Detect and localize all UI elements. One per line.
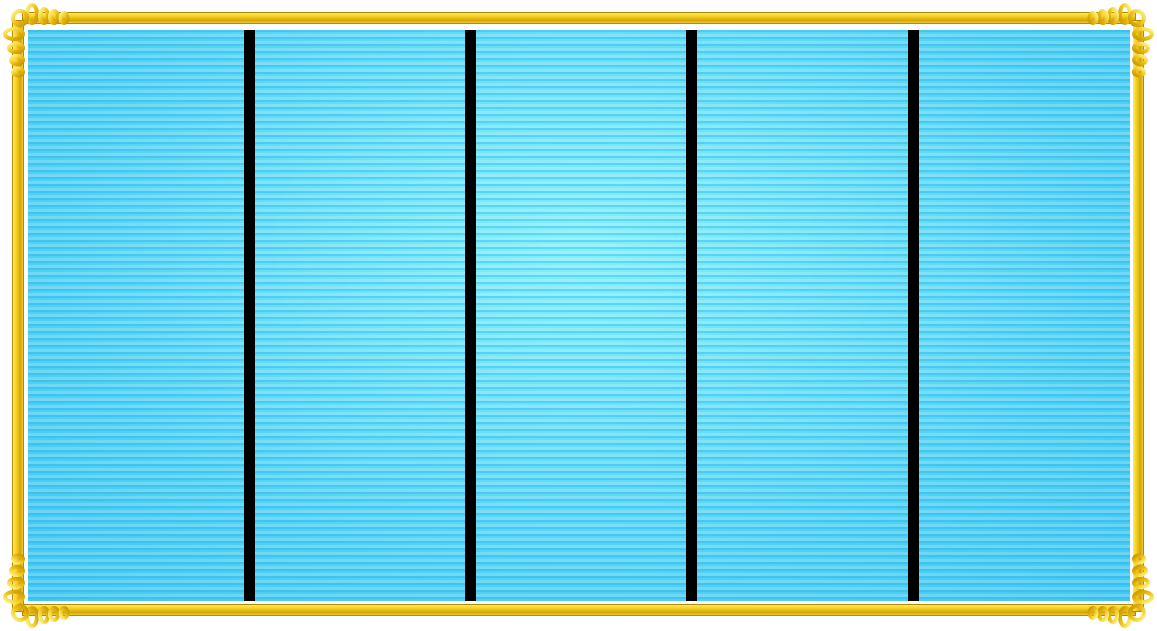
frame-inner-edge-left [25, 26, 28, 604]
corner-ornament-bottom-right [1087, 553, 1154, 628]
frame-top [22, 12, 1136, 24]
corner-ornament-top-right [1087, 3, 1154, 78]
corner-ornament-top-left [3, 3, 70, 78]
lane-divider-2 [465, 30, 476, 601]
frame-right [1132, 20, 1144, 612]
frame-inner-edge-bottom [26, 601, 1132, 604]
lane-divider-1 [244, 30, 255, 601]
frame-left [12, 20, 24, 612]
frame-inner-edge-top [26, 25, 1132, 28]
lane-divider-3 [686, 30, 697, 601]
corner-ornament-bottom-left [3, 553, 70, 628]
frame-bottom [22, 604, 1136, 616]
lane-divider-4 [908, 30, 919, 601]
frame-inner-edge-right [1130, 26, 1133, 604]
pool-water [28, 30, 1130, 601]
